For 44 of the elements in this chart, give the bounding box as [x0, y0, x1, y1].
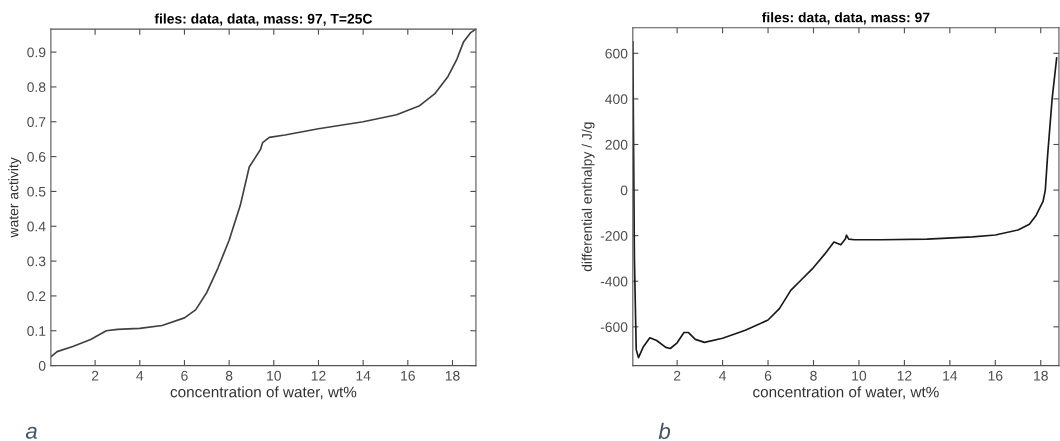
x-tick-label: 2 — [91, 370, 99, 381]
x-tick-label: 18 — [1034, 370, 1048, 381]
x-tick-label: 8 — [810, 370, 817, 381]
x-axis-title: concentration of water, wt% — [170, 386, 357, 400]
x-tick-label: 12 — [311, 370, 326, 381]
x-tick-label: 2 — [673, 370, 681, 381]
y-tick-label: 0.8 — [27, 82, 46, 93]
x-tick-label: 16 — [401, 370, 415, 381]
x-tick-label: 10 — [267, 370, 281, 381]
y-tick-label: 600 — [605, 48, 628, 59]
y-tick-label: 400 — [605, 94, 628, 105]
x-tick-label: 10 — [852, 370, 867, 381]
y-tick-label: 0 — [620, 185, 628, 196]
x-tick-label: 6 — [764, 370, 772, 381]
x-tick-label: 8 — [225, 370, 233, 381]
y-tick-label: -200 — [600, 231, 628, 241]
x-tick-label: 14 — [943, 370, 958, 381]
y-tick-label: 0.2 — [27, 291, 46, 302]
x-tick-label: 6 — [181, 370, 188, 381]
y-tick-label: -600 — [600, 322, 628, 333]
y-tick-label: 0.4 — [27, 221, 46, 232]
x-tick-label: 4 — [719, 370, 727, 381]
y-tick-label: -400 — [600, 276, 628, 287]
x-tick-label: 4 — [136, 370, 144, 381]
line-series — [632, 41, 1058, 359]
x-tick-label: 16 — [988, 370, 1003, 381]
text: b — [658, 422, 671, 440]
chart-title: files: data, data, mass: 97 — [761, 12, 930, 25]
y-tick-label: 0.6 — [27, 151, 46, 162]
text: a — [25, 426, 37, 439]
y-tick-label: 0 — [38, 360, 46, 371]
y-tick-label: 0.3 — [27, 256, 46, 267]
y-tick-label: 200 — [605, 139, 628, 150]
x-tick-label: 14 — [356, 370, 371, 381]
y-tick-label: 0.9 — [27, 47, 46, 58]
x-tick-label: 18 — [445, 370, 460, 381]
y-axis-title: differential enthalpy / J/g — [581, 122, 595, 272]
y-tick-label: 0.5 — [27, 186, 46, 197]
x-axis-title: concentration of water, wt% — [753, 386, 939, 400]
x-tick-label: 12 — [897, 370, 912, 381]
y-tick-label: 0.7 — [27, 117, 46, 127]
chart-title: files: data, data, mass: 97, T=25C — [154, 13, 373, 26]
y-tick-label: 0.1 — [27, 326, 46, 336]
y-axis-title: water activity — [8, 157, 22, 238]
